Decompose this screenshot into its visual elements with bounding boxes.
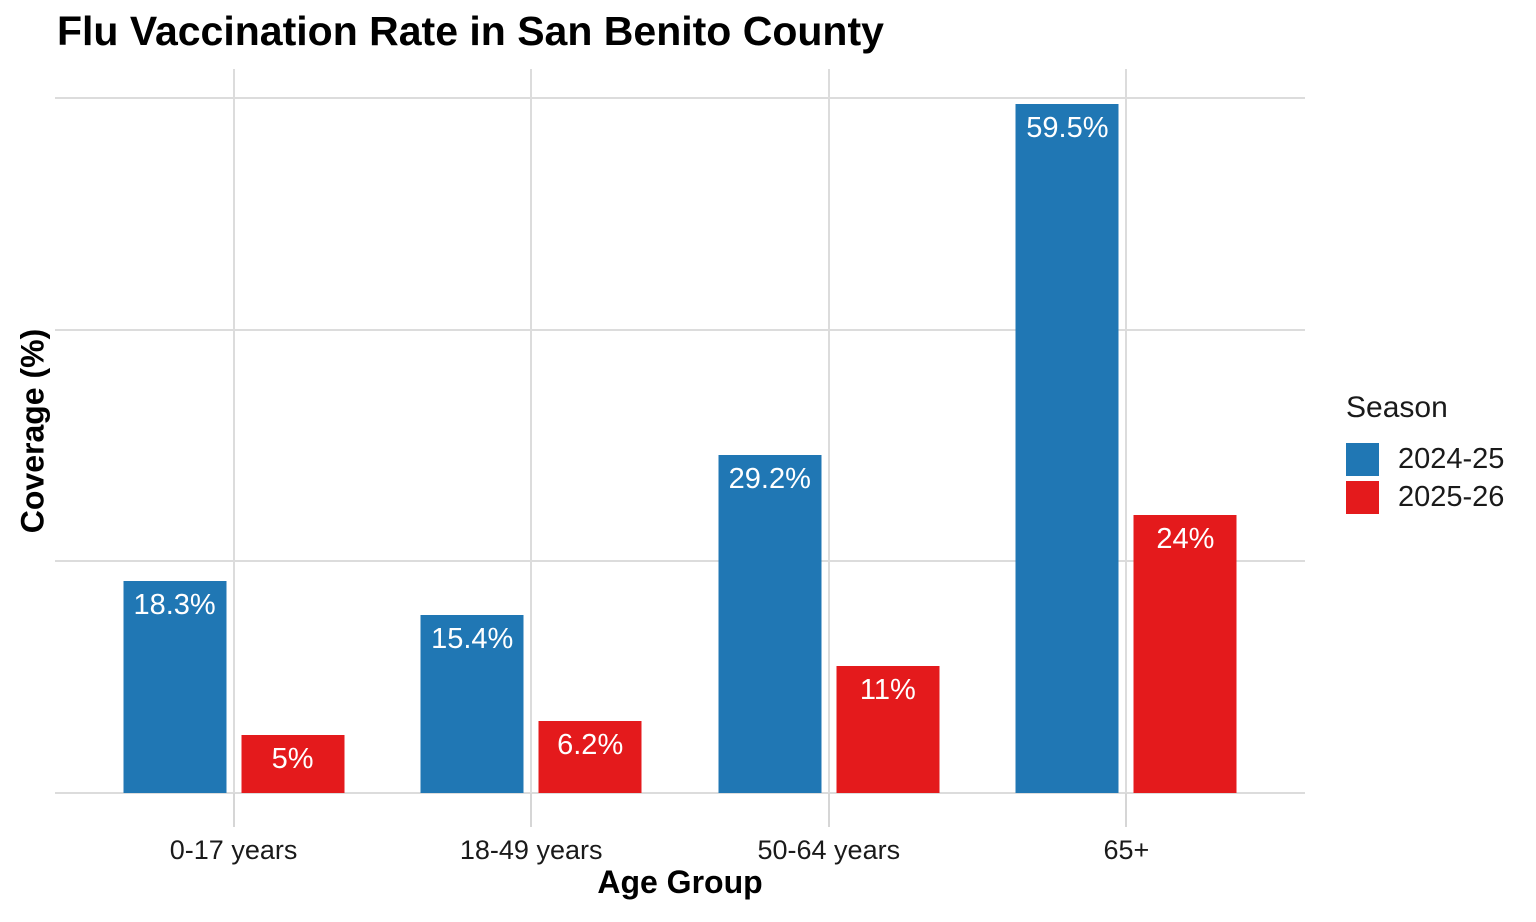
bar-group: 29.2% 11%: [718, 69, 940, 793]
h-gridline: [55, 792, 1305, 794]
h-gridline: [55, 328, 1305, 331]
bar-group: 59.5% 24%: [1015, 69, 1237, 793]
legend-swatch: [1346, 481, 1379, 514]
bar-label: 29.2%: [728, 462, 811, 495]
h-gridline: [55, 96, 1305, 99]
bar: 15.4%: [420, 614, 524, 793]
legend-label: 2024-25: [1398, 443, 1505, 475]
x-axis-title: Age Group: [597, 864, 763, 900]
x-tick-label: 0-17 years: [169, 835, 298, 865]
x-tick: [232, 793, 235, 827]
v-gridline: [232, 69, 235, 793]
legend: Season 2024-25 2025-26: [1346, 391, 1504, 519]
bar: 18.3%: [123, 581, 227, 793]
x-tick-label: 65+: [1103, 835, 1150, 865]
bar-label: 59.5%: [1026, 111, 1109, 144]
bar: 24%: [1133, 514, 1237, 793]
bar-label: 18.3%: [133, 589, 216, 622]
bar: 6.2%: [538, 721, 642, 793]
bar: 5%: [241, 735, 345, 793]
legend-title: Season: [1346, 391, 1448, 424]
plot-area: 18.3% 5% 15.4% 6.2% 29.2% 11% 59.5% 24%: [55, 69, 1305, 794]
x-axis: 0-17 years 18-49 years 50-64 years 65+: [55, 793, 1305, 883]
bar-label: 5%: [271, 743, 314, 776]
legend-item: 2024-25: [1346, 443, 1504, 476]
bar: 29.2%: [718, 454, 822, 793]
bar-label: 11%: [859, 673, 916, 706]
legend-item: 2025-26: [1346, 481, 1504, 514]
legend-label: 2025-26: [1398, 481, 1505, 513]
h-gridline: [55, 560, 1305, 563]
bar-label: 6.2%: [557, 729, 624, 762]
chart-title: Flu Vaccination Rate in San Benito Count…: [57, 8, 884, 54]
bar-group: 15.4% 6.2%: [420, 69, 642, 793]
bar: 11%: [836, 665, 940, 793]
x-tick: [1125, 793, 1128, 827]
legend-swatch: [1346, 443, 1379, 476]
bar: 59.5%: [1015, 103, 1119, 793]
v-gridline: [827, 69, 830, 793]
legend-items: 2024-25 2025-26: [1346, 443, 1504, 514]
x-tick-label: 18-49 years: [459, 835, 603, 865]
y-axis-title: Coverage (%): [14, 328, 51, 534]
bar-label: 15.4%: [431, 622, 514, 655]
v-gridline: [1125, 69, 1128, 793]
bar-label: 24%: [1156, 522, 1215, 555]
v-gridline: [530, 69, 533, 793]
x-tick: [827, 793, 830, 827]
x-tick-label: 50-64 years: [757, 835, 901, 865]
bar-group: 18.3% 5%: [123, 69, 345, 793]
x-tick: [530, 793, 533, 827]
